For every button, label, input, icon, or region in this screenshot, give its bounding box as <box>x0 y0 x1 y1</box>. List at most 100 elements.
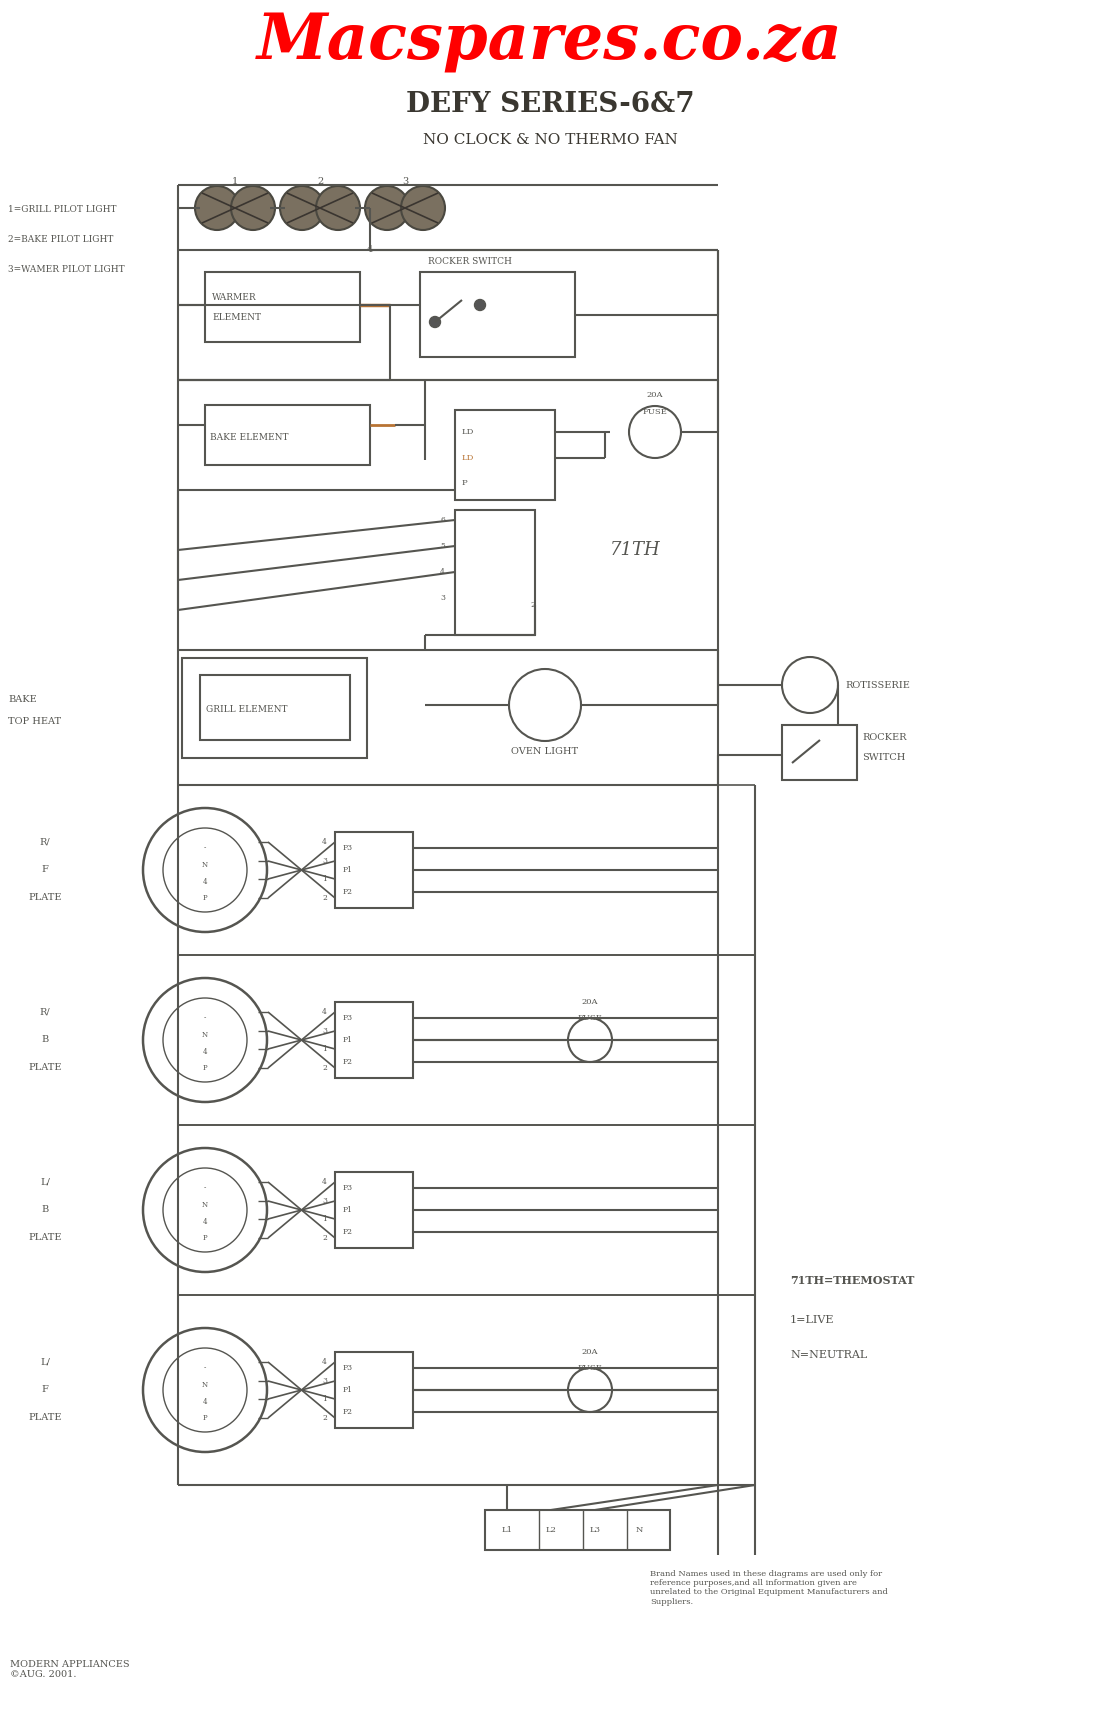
Text: 71TH=THEMOSTAT: 71TH=THEMOSTAT <box>790 1274 914 1285</box>
Circle shape <box>143 1148 267 1273</box>
Text: DEFY SERIES-6&7: DEFY SERIES-6&7 <box>406 91 694 118</box>
Text: N: N <box>202 862 208 868</box>
Text: P1: P1 <box>343 1386 353 1394</box>
Text: P: P <box>462 480 468 486</box>
Text: MODERN APPLIANCES
©AUG. 2001.: MODERN APPLIANCES ©AUG. 2001. <box>10 1660 130 1679</box>
Bar <box>205 272 360 343</box>
Circle shape <box>143 1328 267 1453</box>
Text: 4: 4 <box>322 1007 327 1016</box>
Text: N: N <box>636 1526 642 1535</box>
Text: P1: P1 <box>343 867 353 874</box>
Bar <box>485 1509 670 1550</box>
Text: P1: P1 <box>343 1206 353 1215</box>
Text: 20A: 20A <box>582 999 598 1006</box>
Bar <box>182 658 367 757</box>
Circle shape <box>163 999 248 1083</box>
Text: 3: 3 <box>322 1028 327 1035</box>
Text: BAKE ELEMENT: BAKE ELEMENT <box>210 432 288 442</box>
Text: 6: 6 <box>440 516 446 524</box>
Text: 2: 2 <box>322 1064 327 1072</box>
Circle shape <box>629 406 681 457</box>
Text: P3: P3 <box>343 1014 353 1023</box>
Text: 3: 3 <box>440 594 446 601</box>
Circle shape <box>195 187 239 230</box>
Text: L1: L1 <box>502 1526 513 1535</box>
Text: 71TH: 71TH <box>609 541 660 558</box>
Circle shape <box>163 1348 248 1432</box>
Text: TOP HEAT: TOP HEAT <box>8 718 62 726</box>
Text: -: - <box>204 845 206 851</box>
Text: P2: P2 <box>343 1228 353 1237</box>
Circle shape <box>163 827 248 911</box>
Text: FUSE: FUSE <box>578 1014 603 1023</box>
Circle shape <box>782 658 838 713</box>
Text: LD: LD <box>462 454 474 463</box>
Text: FUSE: FUSE <box>642 408 668 416</box>
Text: F: F <box>42 1386 48 1394</box>
Text: N: N <box>202 1201 208 1209</box>
Text: 2=BAKE PILOT LIGHT: 2=BAKE PILOT LIGHT <box>8 235 113 245</box>
Text: ROCKER: ROCKER <box>862 733 906 742</box>
Text: 1: 1 <box>322 1215 327 1223</box>
Circle shape <box>143 978 267 1101</box>
Text: N: N <box>202 1381 208 1389</box>
Text: 1: 1 <box>322 1045 327 1053</box>
Text: L3: L3 <box>590 1526 601 1535</box>
Circle shape <box>429 317 440 327</box>
Text: F: F <box>42 865 48 875</box>
Text: LD: LD <box>462 428 474 437</box>
Text: PLATE: PLATE <box>29 894 62 903</box>
Text: P: P <box>202 1413 207 1422</box>
Bar <box>336 1352 412 1429</box>
Bar <box>455 510 535 636</box>
Text: -: - <box>204 1014 206 1023</box>
Text: L/: L/ <box>40 1177 49 1187</box>
Text: BAKE: BAKE <box>8 695 36 704</box>
Circle shape <box>365 187 409 230</box>
Circle shape <box>568 1369 612 1412</box>
Text: P2: P2 <box>343 887 353 896</box>
Circle shape <box>568 1018 612 1062</box>
Circle shape <box>163 1168 248 1252</box>
Text: L2: L2 <box>546 1526 557 1535</box>
Circle shape <box>402 187 446 230</box>
Text: 1: 1 <box>232 178 238 187</box>
Text: 4: 4 <box>202 1398 207 1406</box>
Circle shape <box>280 187 324 230</box>
Text: 3=WAMER PILOT LIGHT: 3=WAMER PILOT LIGHT <box>8 266 124 274</box>
Text: 2: 2 <box>317 178 323 187</box>
Text: 4: 4 <box>322 1179 327 1185</box>
Text: B: B <box>42 1035 48 1045</box>
Text: ROTISSERIE: ROTISSERIE <box>845 680 910 690</box>
Text: 2: 2 <box>322 1233 327 1242</box>
Text: 20A: 20A <box>582 1348 598 1357</box>
Bar <box>782 725 857 779</box>
Text: Macspares.co.za: Macspares.co.za <box>257 12 843 72</box>
Text: P1: P1 <box>343 1036 353 1043</box>
Text: 5: 5 <box>440 541 446 550</box>
Text: L/: L/ <box>40 1357 49 1367</box>
Text: P3: P3 <box>343 1364 353 1372</box>
Text: 4: 4 <box>202 1218 207 1227</box>
Text: 2: 2 <box>322 1413 327 1422</box>
Text: 4: 4 <box>322 838 327 846</box>
Text: P3: P3 <box>343 1184 353 1192</box>
Bar <box>336 1002 412 1077</box>
Text: P: P <box>202 1064 207 1072</box>
Text: PLATE: PLATE <box>29 1064 62 1072</box>
Text: 1: 1 <box>322 875 327 882</box>
Text: FUSE: FUSE <box>578 1364 603 1372</box>
Text: PLATE: PLATE <box>29 1233 62 1242</box>
Text: B: B <box>42 1206 48 1215</box>
Text: P2: P2 <box>343 1059 353 1065</box>
Bar <box>420 272 575 356</box>
Text: GRILL ELEMENT: GRILL ELEMENT <box>206 706 287 714</box>
Text: R/: R/ <box>40 838 51 846</box>
Text: 3: 3 <box>322 1197 327 1204</box>
Bar <box>455 409 556 500</box>
Circle shape <box>509 670 581 742</box>
Text: 4: 4 <box>367 245 373 255</box>
Text: 2: 2 <box>322 894 327 903</box>
Text: 4: 4 <box>202 1048 207 1055</box>
Bar <box>200 675 350 740</box>
